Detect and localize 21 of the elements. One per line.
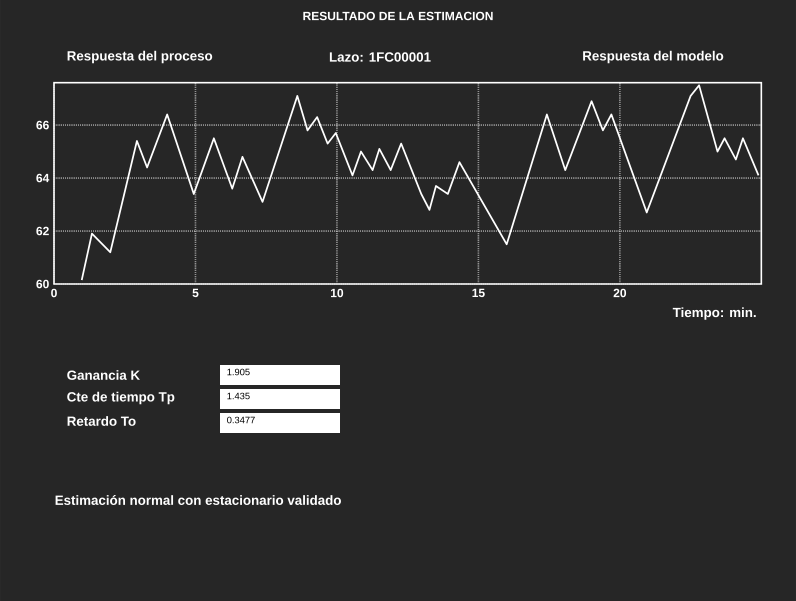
x-tick-label: 5 <box>192 288 198 297</box>
x-tick-label: 15 <box>472 288 485 297</box>
y-tick-label: 64 <box>36 174 50 182</box>
text: Cte de tiempo Tp <box>67 392 174 404</box>
text: Lazo: 1FC00001 <box>330 52 431 62</box>
text: 0.3477 <box>227 416 255 424</box>
text: Ganancia K <box>67 370 140 380</box>
x-tick-label: 20 <box>614 288 626 298</box>
y-tick-label: 60 <box>36 280 49 288</box>
text: Estimación normal con estacionario validado <box>56 494 341 505</box>
y-tick-label: 62 <box>36 226 49 236</box>
text: Respuesta del modelo <box>583 50 724 64</box>
y-tick-label: 66 <box>36 120 49 130</box>
x-tick-label: 0 <box>51 288 57 298</box>
text: Retardo To <box>68 416 136 426</box>
text: Respuesta del proceso <box>68 50 212 64</box>
x-tick-label: 10 <box>331 288 344 298</box>
chart-title: RESULTADO DE LA ESTIMACION <box>303 12 493 20</box>
text: 1.435 <box>227 392 250 400</box>
text: 1.905 <box>227 368 250 376</box>
x-axis-title: Tiempo: min. <box>672 307 756 320</box>
